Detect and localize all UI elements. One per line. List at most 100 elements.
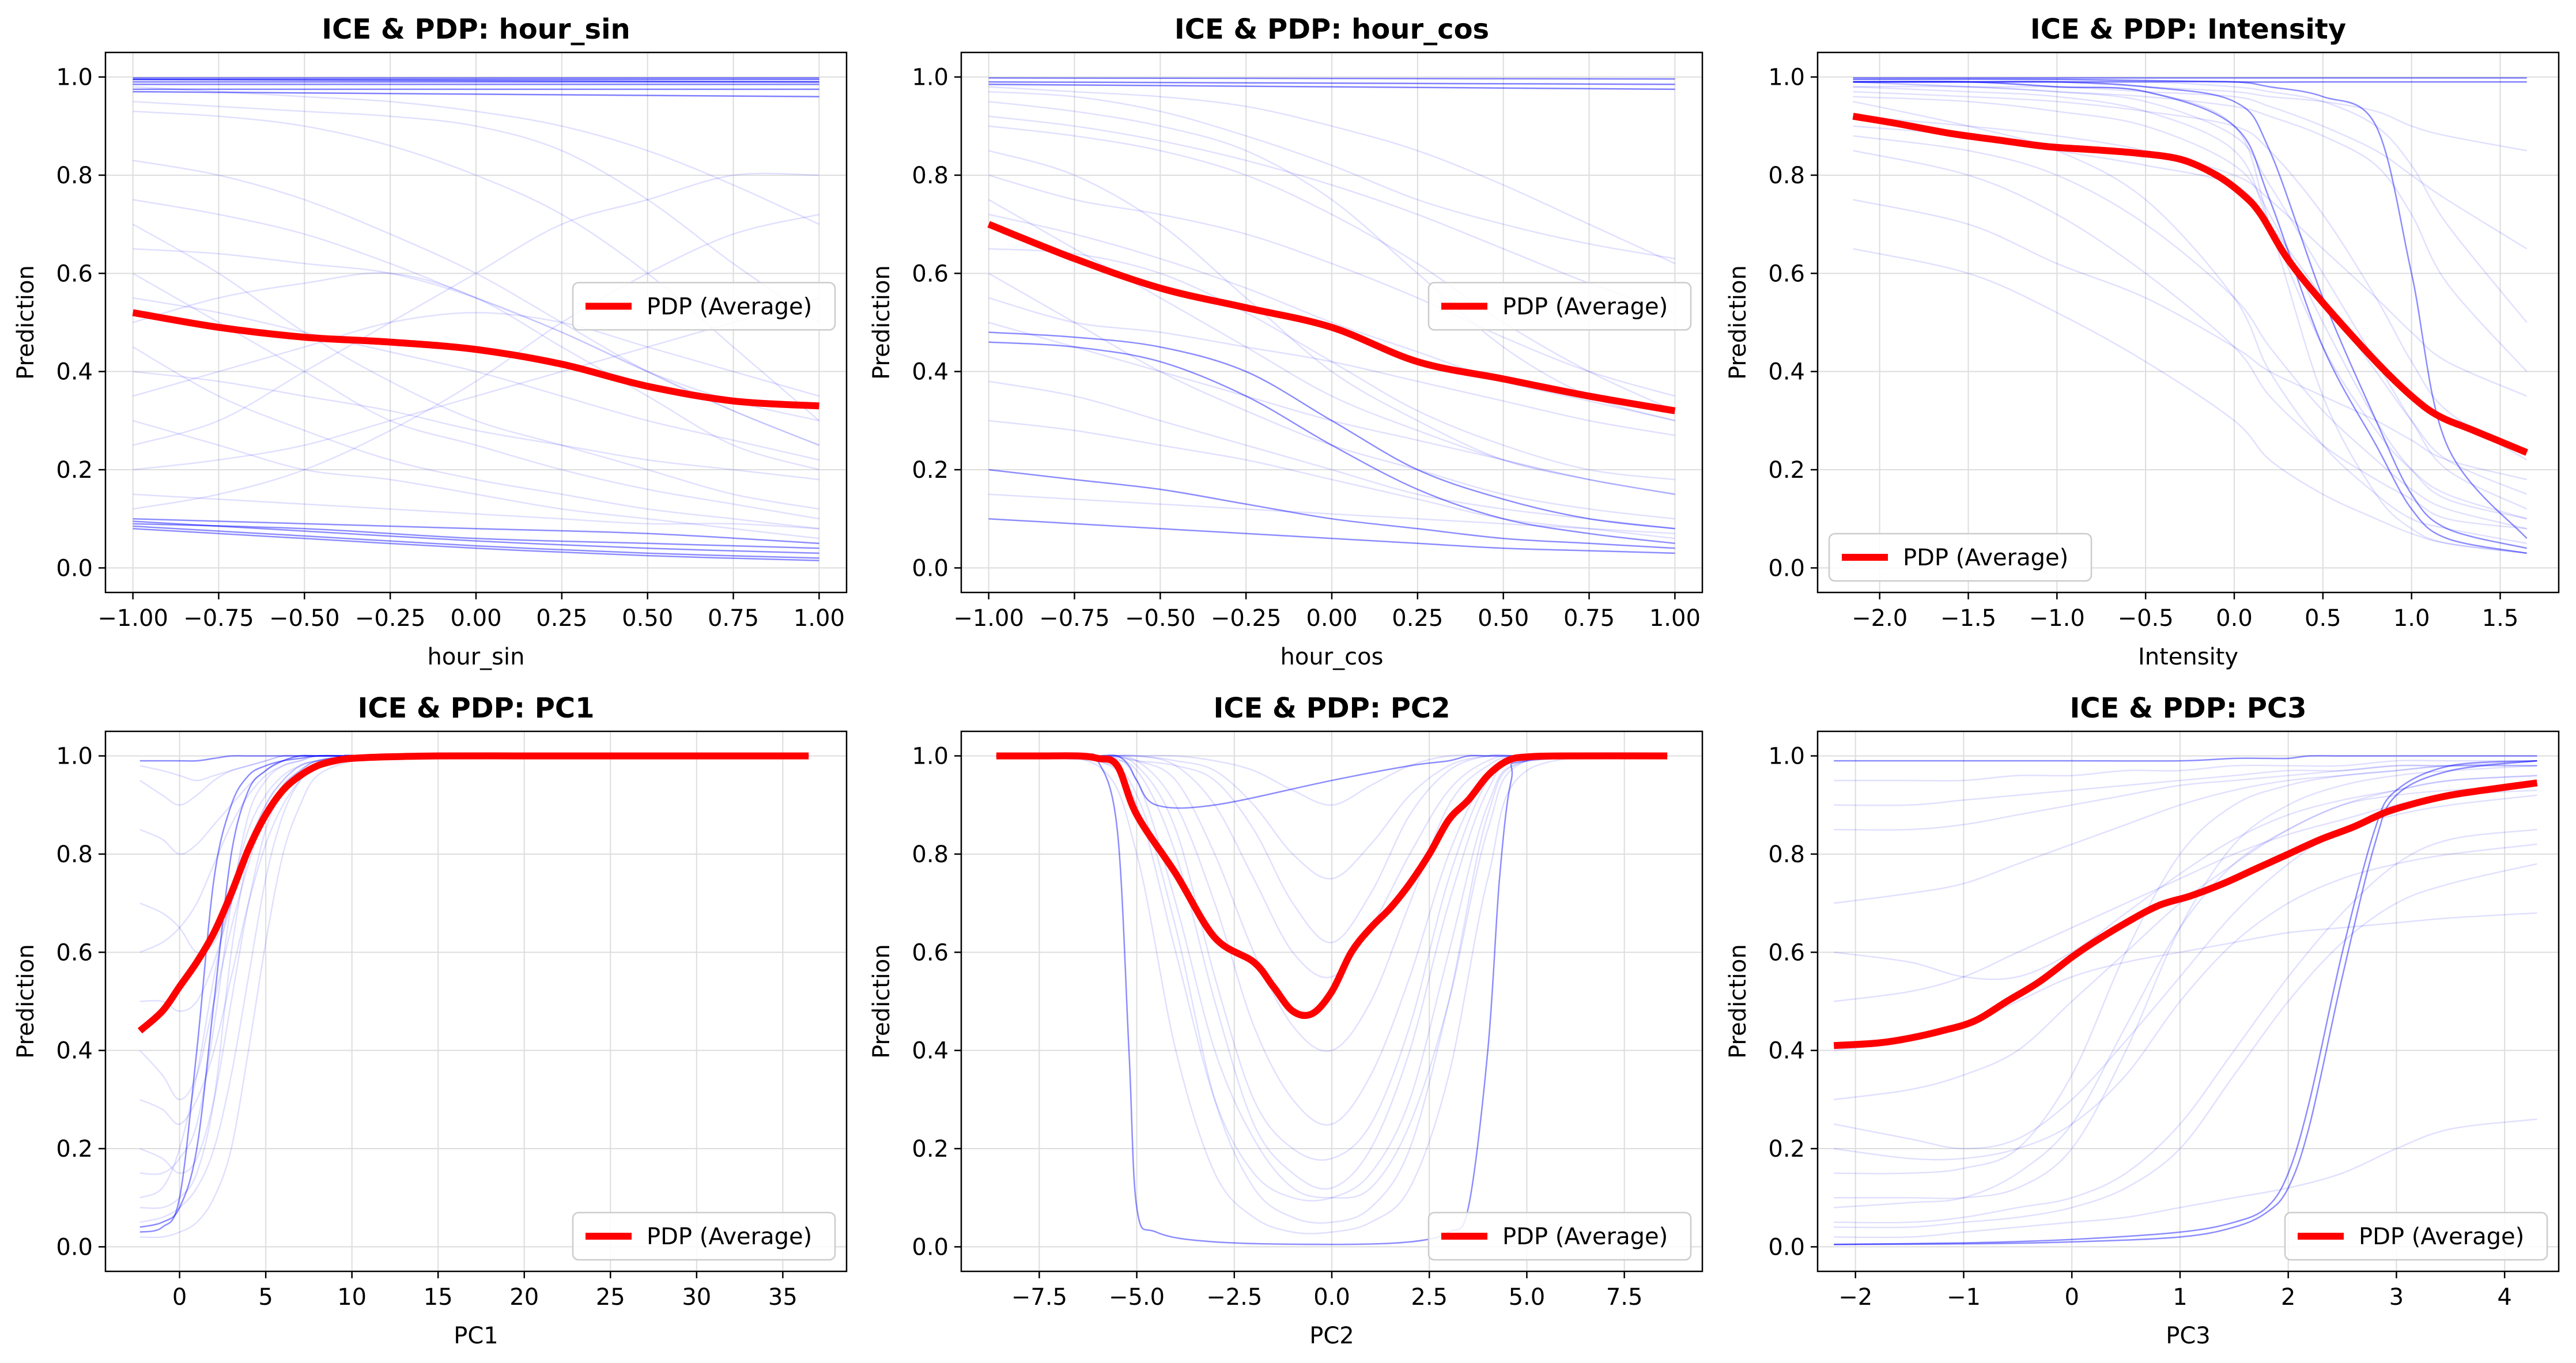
ice-line — [133, 523, 819, 549]
x-tick-label: −2 — [1838, 1284, 1872, 1311]
ice-line — [1853, 81, 2528, 323]
x-axis-label: PC1 — [454, 1323, 498, 1349]
y-tick-label: 0.6 — [1768, 939, 1805, 966]
ice-line — [988, 273, 1675, 520]
y-tick-label: 0.8 — [912, 841, 949, 868]
x-axis-label: PC2 — [1309, 1323, 1354, 1349]
ice-line — [132, 273, 819, 520]
x-tick-label: 0.75 — [1563, 605, 1615, 632]
ice-lines — [1853, 77, 2528, 554]
x-axis-label: Intensity — [2138, 644, 2238, 670]
y-tick-label: 0.0 — [1768, 1234, 1805, 1260]
ice-line — [988, 90, 1675, 260]
ice-line — [988, 322, 1675, 495]
axes-frame — [1816, 730, 2560, 1273]
ice-line — [133, 312, 819, 397]
gridlines — [105, 731, 847, 1271]
ice-line — [1853, 81, 2527, 554]
y-tick-label: 0.6 — [56, 260, 93, 287]
ice-line — [1853, 150, 2527, 530]
pdp-line — [137, 752, 809, 1034]
ice-line — [996, 754, 1668, 1052]
x-tick-label: −1.00 — [953, 605, 1024, 632]
x-tick-label: 0.00 — [1306, 605, 1357, 632]
x-tick-label: −0.50 — [269, 605, 340, 632]
ice-line — [988, 341, 1675, 545]
ice-line — [1853, 85, 2528, 372]
x-tick-label: −1.00 — [97, 605, 168, 632]
y-tick-label: 0.2 — [912, 457, 949, 484]
y-axis-label: Prediction — [13, 944, 39, 1059]
x-tick-label: 15 — [424, 1284, 453, 1311]
ice-line — [133, 520, 819, 554]
y-tick-label: 0.0 — [1768, 555, 1805, 582]
ice-line — [988, 331, 1675, 530]
x-tick-label: 0.25 — [1392, 605, 1443, 632]
y-tick-label: 0.8 — [56, 841, 93, 868]
x-tick-label: 1.00 — [1649, 605, 1701, 632]
y-tick-label: 0.4 — [1768, 1038, 1805, 1064]
ice-line — [996, 753, 1668, 1161]
x-tick-label: 0 — [2064, 1284, 2079, 1311]
legend-label: PDP (Average) — [1502, 293, 1668, 320]
chart-panel-6: −2 −1 0 1 2 3 4 0.0 0.2 0.4 0.6 0.8 1.0 ICE & PDP: PC… — [1725, 692, 2560, 1349]
ice-line — [133, 297, 819, 461]
chart-panel-1: −1.00 −0.75 −0.50 −0.25 0.00 0.25 0.50 0.75 1.00… — [13, 13, 848, 670]
ice-line — [1853, 96, 2527, 520]
y-tick-label: 0.2 — [56, 457, 93, 484]
x-tick-label: 0.0 — [2216, 605, 2253, 632]
y-tick-label: 0.0 — [56, 1234, 93, 1260]
ice-line — [1834, 764, 2537, 904]
ice-line — [996, 753, 1668, 1199]
ice-line — [1834, 764, 2537, 831]
x-tick-label: 4 — [2497, 1284, 2511, 1311]
ice-line — [133, 518, 819, 545]
x-tick-label: −2.0 — [1852, 605, 1908, 632]
y-axis-label: Prediction — [1725, 265, 1751, 380]
x-axis-label: hour_sin — [428, 644, 525, 670]
ice-line — [1853, 199, 2527, 481]
y-tick-label: 0.6 — [56, 939, 93, 966]
x-tick-label: −1.5 — [1940, 605, 1996, 632]
ice-lines — [1833, 755, 2537, 1245]
y-tick-label: 0.6 — [1768, 260, 1805, 287]
ice-line — [1853, 81, 2527, 549]
legend: PDP (Average) — [572, 282, 836, 331]
x-tick-label: −0.50 — [1125, 605, 1196, 632]
ice-line — [1833, 794, 2537, 1150]
chart-panel-4: 0 5 10 15 20 25 30 35 0.0 0.2 0.4 0.6 0.8 1.0 ICE & PD… — [13, 692, 848, 1349]
ice-line — [1853, 81, 2528, 510]
x-tick-label: 1.00 — [794, 605, 845, 632]
chart-title: ICE & PDP: Intensity — [2030, 13, 2346, 46]
ice-line — [988, 469, 1675, 549]
y-tick-label: 1.0 — [56, 743, 93, 770]
ice-line — [988, 125, 1675, 411]
ice-line — [996, 752, 1668, 1190]
ice-line — [132, 224, 819, 510]
x-tick-label: 2.5 — [1411, 1284, 1448, 1311]
x-tick-label: 0.50 — [1478, 605, 1529, 632]
axes-frame — [104, 730, 848, 1273]
chart-panel-2: −1.00 −0.75 −0.50 −0.25 0.00 0.25 0.50 0.75 1.00… — [868, 13, 1704, 670]
ice-line — [133, 272, 819, 471]
y-tick-label: 0.2 — [56, 1136, 93, 1162]
x-tick-label: 2 — [2281, 1284, 2295, 1311]
chart-panel-5: −7.5 −5.0 −2.5 0.0 2.5 5.0 7.5 0.0 0.2 0.4 0.6 0.8 1… — [868, 692, 1704, 1349]
y-tick-label: 0.0 — [912, 1234, 949, 1260]
ice-line — [988, 248, 1675, 481]
x-tick-label: 35 — [768, 1284, 798, 1311]
y-tick-label: 0.6 — [912, 939, 949, 966]
ice-line — [1834, 755, 2537, 762]
legend: PDP (Average) — [1828, 533, 2092, 582]
chart-panel-3: −2.0 −1.5 −1.0 −0.5 0.0 0.5 1.0 1.5 0.0 0.2 0.4 0.6… — [1725, 13, 2560, 670]
legend-box — [572, 1211, 836, 1261]
x-tick-label: −0.5 — [2118, 605, 2174, 632]
ice-line — [1834, 764, 2537, 1175]
x-tick-label: −5.0 — [1109, 1284, 1165, 1311]
ice-line — [1853, 86, 2527, 520]
y-tick-label: 0.2 — [912, 1136, 949, 1162]
x-tick-label: 25 — [596, 1284, 625, 1311]
y-tick-label: 0.0 — [56, 555, 93, 582]
x-tick-label: 0.25 — [536, 605, 587, 632]
legend-box — [1427, 282, 1692, 331]
